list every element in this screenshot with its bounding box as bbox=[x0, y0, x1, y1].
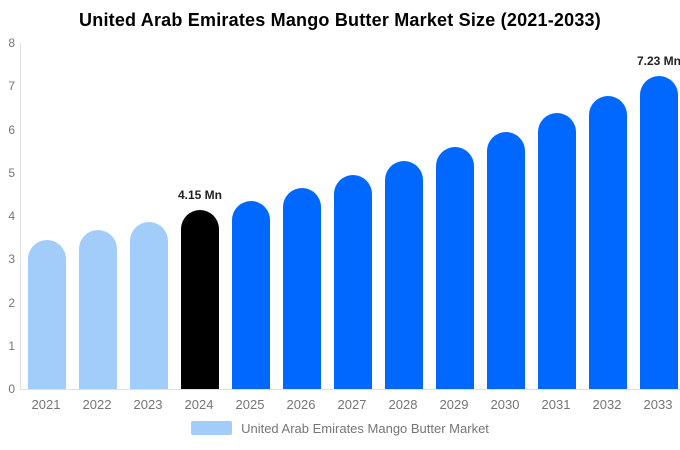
bar-2030[interactable] bbox=[487, 132, 525, 389]
bar-value-label-2033: 7.23 Mn bbox=[636, 54, 680, 68]
y-tick-label: 8 bbox=[8, 36, 15, 50]
bar-2024[interactable] bbox=[181, 210, 219, 389]
x-tick-label-2032: 2032 bbox=[592, 397, 622, 412]
x-tick-label-2024: 2024 bbox=[184, 397, 214, 412]
bar-2032[interactable] bbox=[589, 96, 627, 389]
bar-2027[interactable] bbox=[334, 175, 372, 389]
x-tick-label-2028: 2028 bbox=[388, 397, 418, 412]
y-tick-label: 4 bbox=[8, 209, 15, 223]
x-tick-label-2031: 2031 bbox=[541, 397, 571, 412]
bar-value-label-2024: 4.15 Mn bbox=[177, 188, 223, 202]
x-tick-label-2025: 2025 bbox=[235, 397, 265, 412]
x-tick-label-2021: 2021 bbox=[31, 397, 61, 412]
y-tick-label: 7 bbox=[8, 79, 15, 94]
legend-swatch-icon bbox=[191, 421, 233, 435]
y-tick-label: 0 bbox=[8, 382, 15, 396]
y-tick-label: 6 bbox=[8, 122, 15, 137]
legend-label: United Arab Emirates Mango Butter Market bbox=[241, 420, 489, 436]
bar-2025[interactable] bbox=[232, 201, 270, 389]
x-tick-label-2026: 2026 bbox=[286, 397, 316, 412]
y-tick-label: 5 bbox=[8, 165, 15, 180]
x-tick-label-2029: 2029 bbox=[439, 397, 469, 412]
plot-area: 4.15 Mn 7.23 Mn bbox=[20, 43, 680, 390]
bar-2026[interactable] bbox=[283, 188, 321, 389]
y-tick-label: 2 bbox=[8, 295, 15, 310]
bar-2023[interactable] bbox=[130, 222, 168, 389]
x-tick-label-2023: 2023 bbox=[133, 397, 163, 412]
bar-2021[interactable] bbox=[28, 240, 66, 389]
bar-2031[interactable] bbox=[538, 113, 576, 389]
chart-title: United Arab Emirates Mango Butter Market… bbox=[79, 10, 601, 30]
bar-2029[interactable] bbox=[436, 147, 474, 389]
y-tick-label: 3 bbox=[8, 252, 15, 267]
x-tick-label-2030: 2030 bbox=[490, 397, 520, 412]
x-tick-label-2022: 2022 bbox=[82, 397, 112, 412]
legend-item[interactable]: United Arab Emirates Mango Butter Market bbox=[0, 418, 680, 438]
x-tick-label-2027: 2027 bbox=[337, 397, 367, 412]
x-tick-label-2033: 2033 bbox=[643, 397, 673, 412]
y-tick-label: 1 bbox=[8, 338, 15, 353]
bar-2022[interactable] bbox=[79, 230, 117, 389]
bar-2033[interactable] bbox=[640, 76, 678, 389]
bar-2028[interactable] bbox=[385, 161, 423, 389]
